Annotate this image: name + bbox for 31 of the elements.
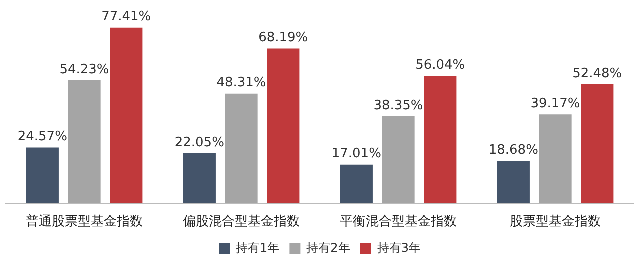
data-label: 39.17%: [530, 96, 580, 112]
data-label: 68.19%: [258, 30, 308, 46]
data-label: 54.23%: [60, 62, 110, 78]
x-tick-label: 股票型基金指数: [510, 214, 601, 230]
bar: [382, 116, 415, 204]
bar: [340, 164, 373, 204]
bar: [497, 161, 530, 204]
bar: [581, 84, 614, 204]
legend-label: 持有1年: [236, 241, 280, 256]
data-label: 38.35%: [374, 98, 424, 114]
x-tick-label: 普通股票型基金指数: [26, 214, 143, 230]
data-label: 24.57%: [18, 130, 68, 145]
bar: [26, 148, 59, 204]
data-label: 48.31%: [216, 76, 266, 91]
bar: [424, 76, 457, 204]
data-label: 22.05%: [174, 135, 224, 150]
bar: [183, 153, 216, 204]
data-label: 56.04%: [416, 58, 466, 74]
bar: [68, 80, 101, 204]
legend-label: 持有3年: [377, 241, 421, 256]
data-label: 52.48%: [572, 66, 622, 82]
bar: [539, 114, 572, 204]
x-tick-label: 平衡混合型基金指数: [340, 214, 457, 230]
bar: [267, 48, 300, 204]
legend-label: 持有2年: [306, 241, 350, 256]
bar: [225, 94, 258, 204]
x-tick-label: 偏股混合型基金指数: [183, 214, 300, 230]
data-label: 17.01%: [332, 146, 382, 162]
bar: [110, 28, 143, 204]
data-label: 77.41%: [102, 10, 152, 25]
data-label: 18.68%: [488, 142, 538, 158]
